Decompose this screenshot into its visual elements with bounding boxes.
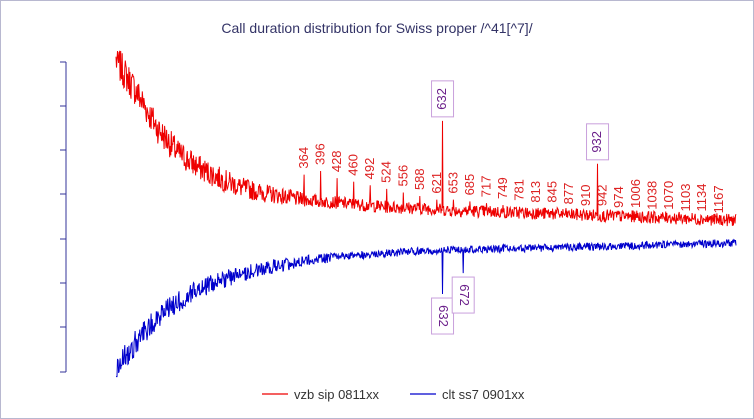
peak-label: 685 — [462, 174, 477, 196]
legend-label-vzb-sip: vzb sip 0811xx — [294, 387, 380, 402]
peak-label: 1006 — [628, 179, 643, 208]
peak-label: 877 — [561, 183, 576, 205]
series-clt-ss7 — [116, 238, 737, 378]
peak-label: 632 — [436, 305, 451, 327]
peak-label: 813 — [528, 181, 543, 203]
peak-label: 1038 — [644, 181, 659, 210]
peak-label: 396 — [313, 143, 328, 165]
peak-label: 910 — [578, 184, 593, 206]
peak-label: 1167 — [711, 185, 726, 213]
peak-label: 556 — [395, 165, 410, 187]
peak-label: 653 — [445, 172, 460, 194]
peak-box — [431, 297, 455, 335]
peak-label: 717 — [478, 175, 493, 197]
peak-label: 672 — [457, 284, 472, 306]
peak-label: 428 — [329, 150, 344, 172]
peak-label: 524 — [379, 161, 394, 183]
peak-label: 1103 — [678, 184, 693, 212]
peak-label: 749 — [495, 177, 510, 199]
peak-box — [431, 80, 455, 118]
peak-label: 845 — [545, 181, 560, 203]
peak-label: 492 — [362, 158, 377, 180]
peak-label: 781 — [512, 179, 527, 201]
peak-label: 364 — [296, 147, 311, 169]
peak-label: 1134 — [694, 184, 709, 212]
peak-box — [451, 276, 475, 314]
legend-label-clt-ss7: clt ss7 0901xx — [442, 387, 525, 402]
y-axis — [60, 61, 67, 373]
series-vzb-sip — [115, 50, 737, 227]
peak-label: 974 — [611, 186, 626, 208]
series-line-0 — [115, 50, 737, 227]
peak-label: 932 — [589, 131, 604, 153]
peak-label: 588 — [412, 168, 427, 190]
series-line-1 — [116, 238, 737, 378]
peak-label: 460 — [346, 154, 361, 176]
peak-label: 942 — [595, 184, 610, 206]
peak-box — [586, 123, 610, 161]
peak-label: 621 — [429, 172, 444, 194]
peak-label: 632 — [434, 88, 449, 110]
legend: vzb sip 0811xx clt ss7 0901xx — [262, 387, 525, 402]
chart-title: Call duration distribution for Swiss pro… — [221, 20, 532, 36]
peak-label: 1070 — [661, 181, 676, 210]
